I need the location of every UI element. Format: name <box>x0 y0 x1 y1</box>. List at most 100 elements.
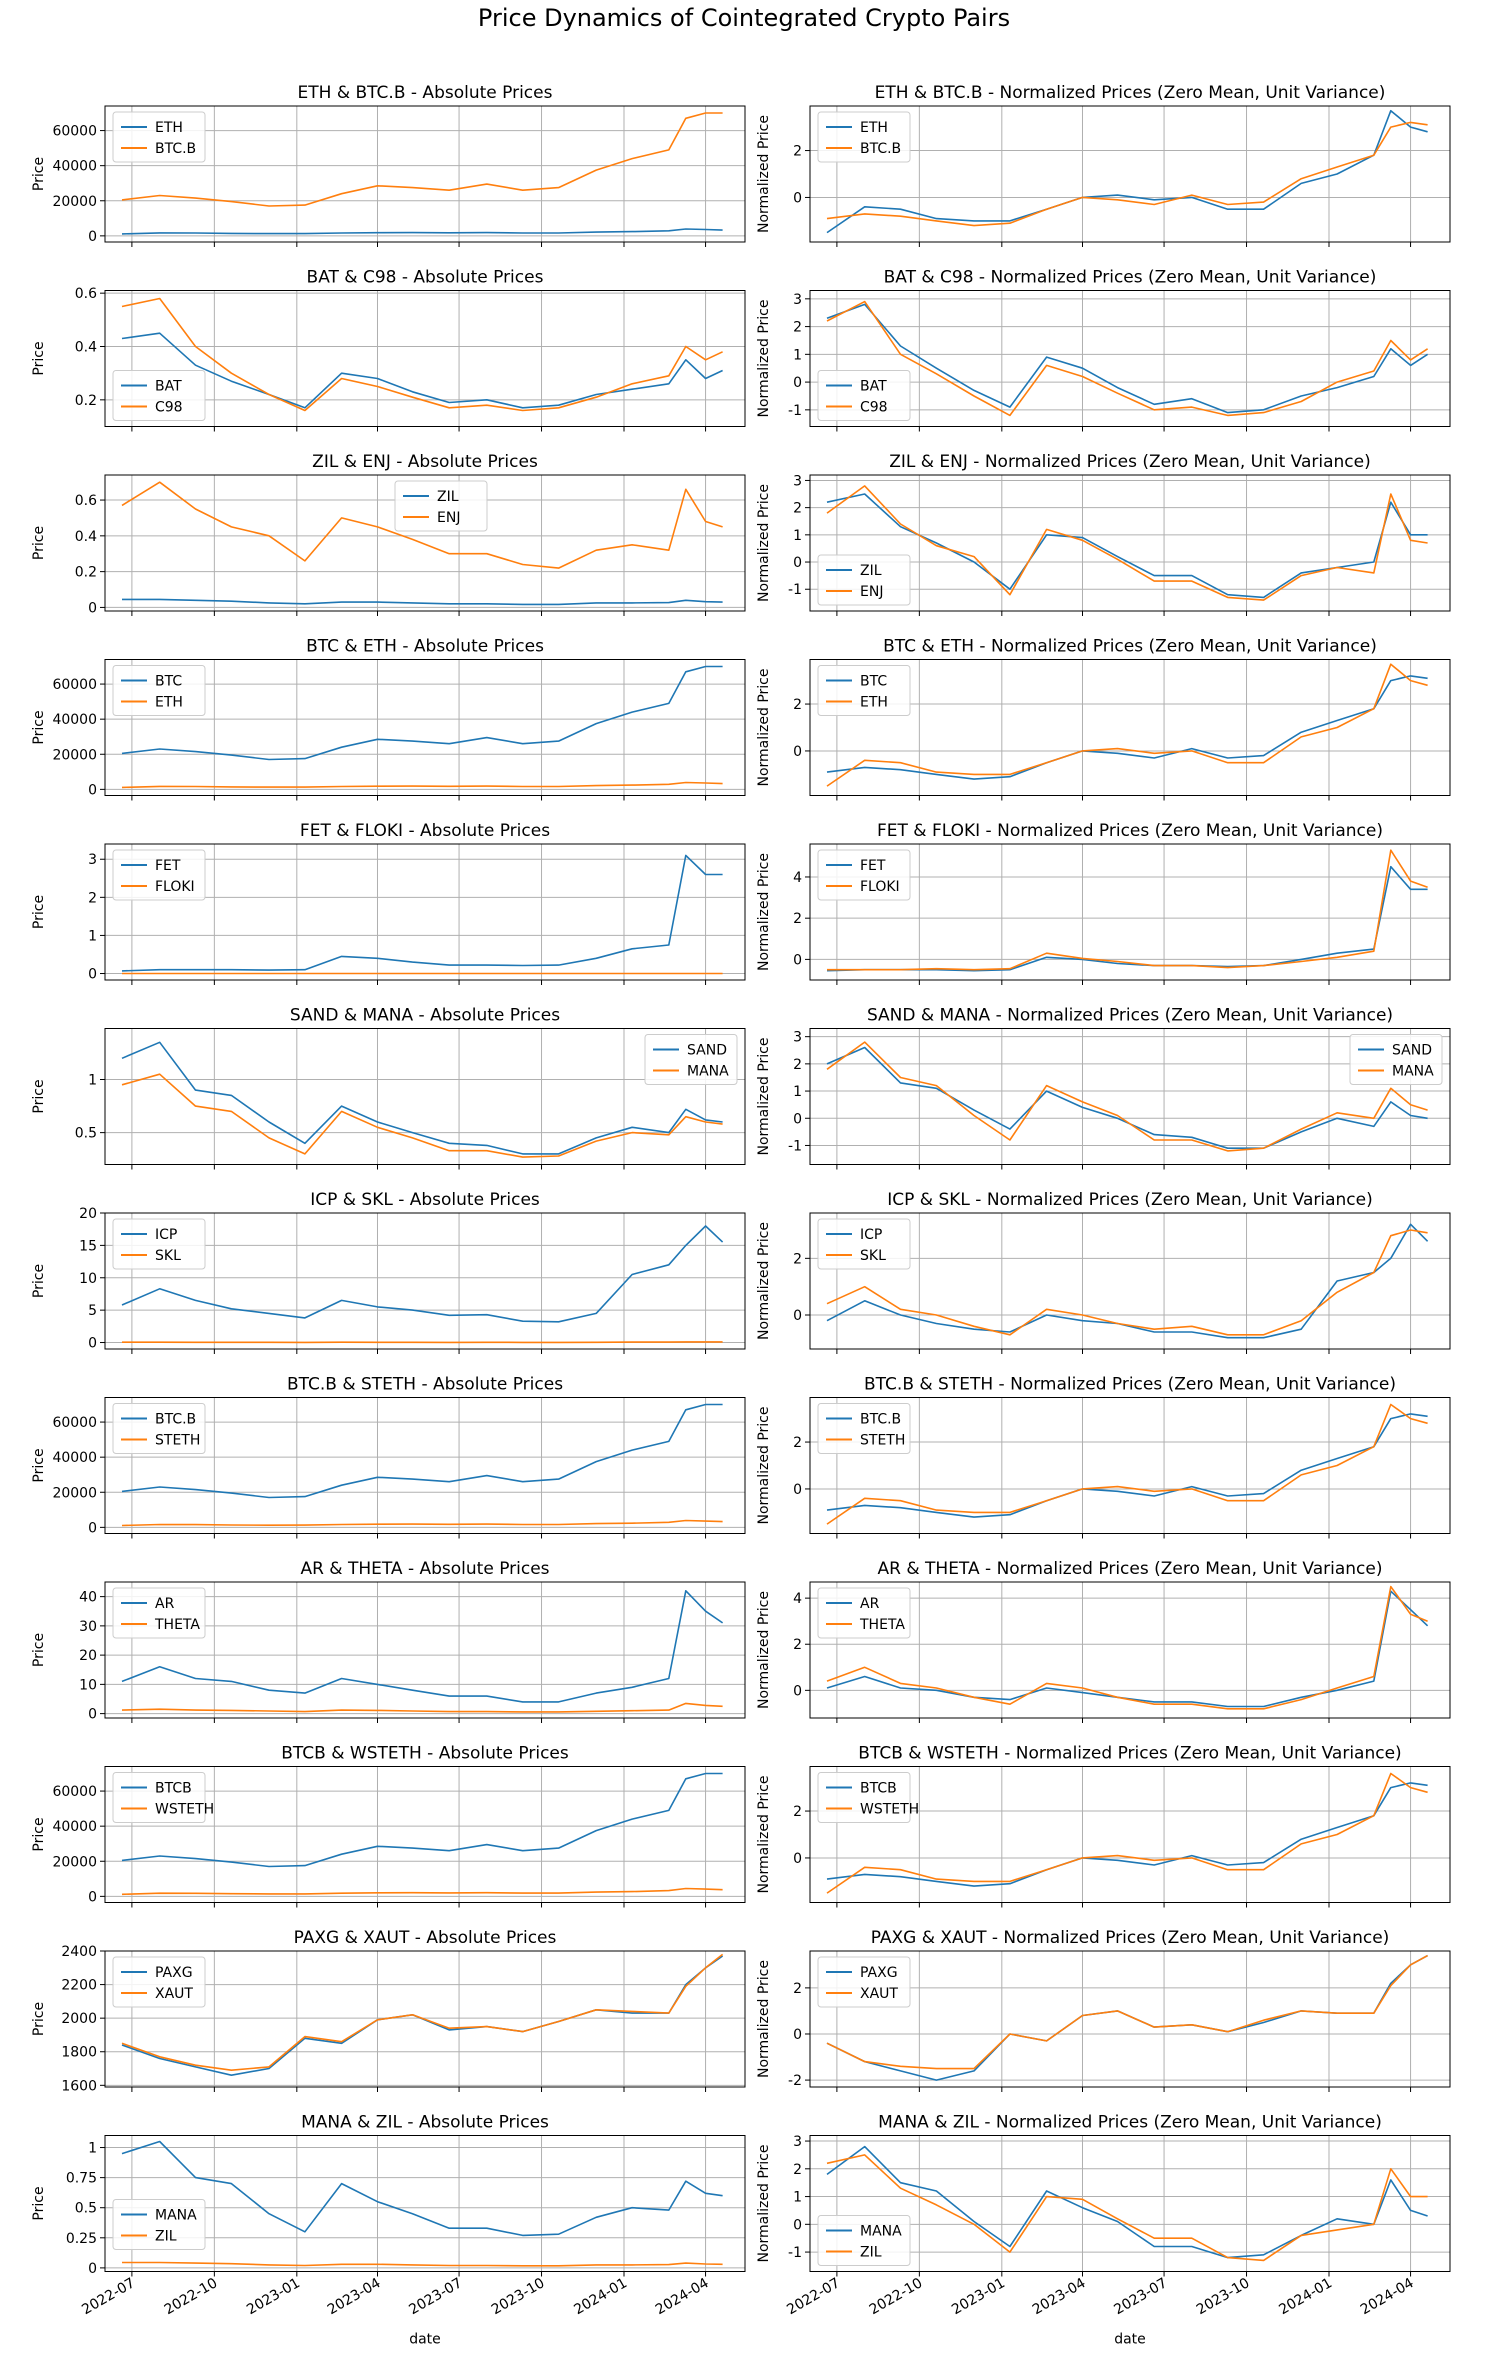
series-line-floki <box>827 849 1428 971</box>
y-tick-label: 30 <box>79 1619 97 1635</box>
legend: FET FLOKI <box>817 849 911 901</box>
legend-label: ENJ <box>860 584 883 600</box>
subplot-title: ZIL & ENJ - Absolute Prices <box>312 452 538 472</box>
axes-frame <box>104 474 746 612</box>
series-line-enj <box>121 481 723 569</box>
y-tick-label: 0 <box>88 1520 97 1536</box>
series-line-icp <box>826 1223 1429 1339</box>
legend-label: ETH <box>860 695 888 711</box>
y-tick-label: 4 <box>793 870 802 886</box>
y-axis-label: Normalized Price <box>756 1407 772 1525</box>
y-axis-label: Price <box>31 1079 47 1113</box>
legend-label: ENJ <box>437 510 460 526</box>
series-line-ar <box>121 1590 724 1703</box>
legend: AR THETA <box>112 1587 206 1639</box>
legend-label: BTC <box>155 674 182 690</box>
y-tick-label: 20000 <box>52 747 97 763</box>
subplot: -1 0 1 2 3 BAT & C98 - Normalized Prices (Zer… <box>756 268 1451 432</box>
legend-label: BTC.B <box>860 1412 901 1428</box>
legend-box <box>112 1218 206 1270</box>
legend-box <box>817 1956 911 2008</box>
y-tick-label: 2 <box>793 697 802 713</box>
subplot: -1 0 1 2 3 ZIL & ENJ - Normalized Prices (Zer… <box>756 452 1451 616</box>
y-tick-label: 0 <box>793 1308 802 1324</box>
legend-box <box>112 849 206 901</box>
subplot-title: BAT & C98 - Absolute Prices <box>307 268 544 288</box>
legend: PAXG XAUT <box>112 1956 206 2008</box>
y-tick-label: 40000 <box>52 159 97 175</box>
subplot-title: FET & FLOKI - Absolute Prices <box>300 821 550 841</box>
series-line-icp <box>121 1225 724 1323</box>
x-tick-label: 2022-07 <box>79 2275 138 2318</box>
figure-title: Price Dynamics of Cointegrated Crypto Pa… <box>478 4 1010 32</box>
legend-label: BTCB <box>860 1781 897 1797</box>
legend-label: C98 <box>155 400 183 416</box>
axes-frame <box>104 1581 746 1719</box>
legend: BTC.B STETH <box>112 1403 206 1454</box>
legend: BTC.B STETH <box>817 1403 911 1454</box>
legend-box <box>817 1403 911 1454</box>
subplot-title: SAND & MANA - Absolute Prices <box>290 1006 560 1026</box>
axes-frame <box>809 290 1451 427</box>
y-tick-label: 0.6 <box>75 286 97 302</box>
legend: BAT C98 <box>817 370 911 421</box>
legend-box <box>817 2215 911 2266</box>
legend-box <box>817 1587 911 1639</box>
series-line-bat <box>826 303 1429 414</box>
x-tick-label: 2023-07 <box>406 2275 465 2318</box>
x-tick-label: 2023-10 <box>489 2275 548 2318</box>
y-tick-label: 2 <box>793 1637 802 1653</box>
y-tick-label: 60000 <box>52 1784 97 1800</box>
legend-box <box>112 1956 206 2008</box>
y-tick-label: 4 <box>793 1591 802 1607</box>
legend-box <box>644 1034 738 1085</box>
subplot: 0 20000 40000 60000 BTCB & WSTETH - Absolute… <box>31 1744 746 1908</box>
legend: BTC ETH <box>817 665 911 716</box>
axes-frame <box>809 2135 1451 2272</box>
series-line-skl <box>122 1341 723 1344</box>
series-line-xaut <box>121 1953 724 2071</box>
y-tick-label: 0 <box>88 600 97 616</box>
legend: PAXG XAUT <box>817 1956 911 2008</box>
y-tick-label: 2 <box>793 1981 802 1997</box>
legend: AR THETA <box>817 1587 911 1639</box>
axes-frame <box>809 474 1451 612</box>
y-tick-label: 0 <box>88 1889 97 1905</box>
y-tick-label: 60000 <box>52 677 97 693</box>
subplot-title: ETH & BTC.B - Normalized Prices (Zero Me… <box>875 83 1386 103</box>
legend-label: MANA <box>155 2208 197 2224</box>
x-tick-label: 2022-07 <box>784 2275 843 2318</box>
y-tick-label: 3 <box>793 2134 802 2150</box>
y-tick-label: 1 <box>793 528 802 544</box>
y-tick-label: 3 <box>88 852 97 868</box>
y-tick-label: 1600 <box>61 2078 97 2094</box>
y-tick-label: 0.2 <box>75 565 97 581</box>
series-line-btc.b <box>121 112 723 207</box>
axes-frame <box>104 1028 746 1165</box>
legend: MANA ZIL <box>112 2199 206 2250</box>
y-tick-label: 0 <box>793 555 802 571</box>
legend-box <box>817 1772 911 1823</box>
subplot-title: AR & THETA - Normalized Prices (Zero Mea… <box>878 1559 1383 1579</box>
series-line-c98 <box>826 300 1429 417</box>
legend-label: SAND <box>687 1043 727 1059</box>
subplot: -1 0 1 2 3 SAND & MANA - Normalized Prices (Z… <box>756 1006 1451 1170</box>
subplot-title: ZIL & ENJ - Normalized Prices (Zero Mean… <box>889 452 1371 472</box>
legend-label: ZIL <box>155 2229 177 2245</box>
series-line-eth <box>826 663 1428 787</box>
y-tick-label: 2 <box>793 2162 802 2178</box>
y-axis-label: Normalized Price <box>756 484 772 602</box>
legend-label: MANA <box>687 1064 729 1080</box>
subplot: 0.2 0.4 0.6 BAT & C98 - Absolute Prices Pric… <box>31 268 746 432</box>
subplot: 0.5 1 SAND & MANA - Absolute Prices Price SA… <box>31 1006 746 1170</box>
legend-box <box>112 370 206 421</box>
series-line-steth <box>121 1519 723 1527</box>
series-line-zil <box>122 2261 723 2267</box>
y-axis-label: Price <box>31 710 47 744</box>
legend-label: THETA <box>859 1617 905 1633</box>
series-line-zil <box>826 2154 1428 2262</box>
legend-label: BTC.B <box>860 141 901 157</box>
y-tick-label: 0 <box>793 190 802 206</box>
subplot-title: BTC.B & STETH - Normalized Prices (Zero … <box>864 1375 1396 1395</box>
legend-label: ICP <box>155 1227 177 1243</box>
